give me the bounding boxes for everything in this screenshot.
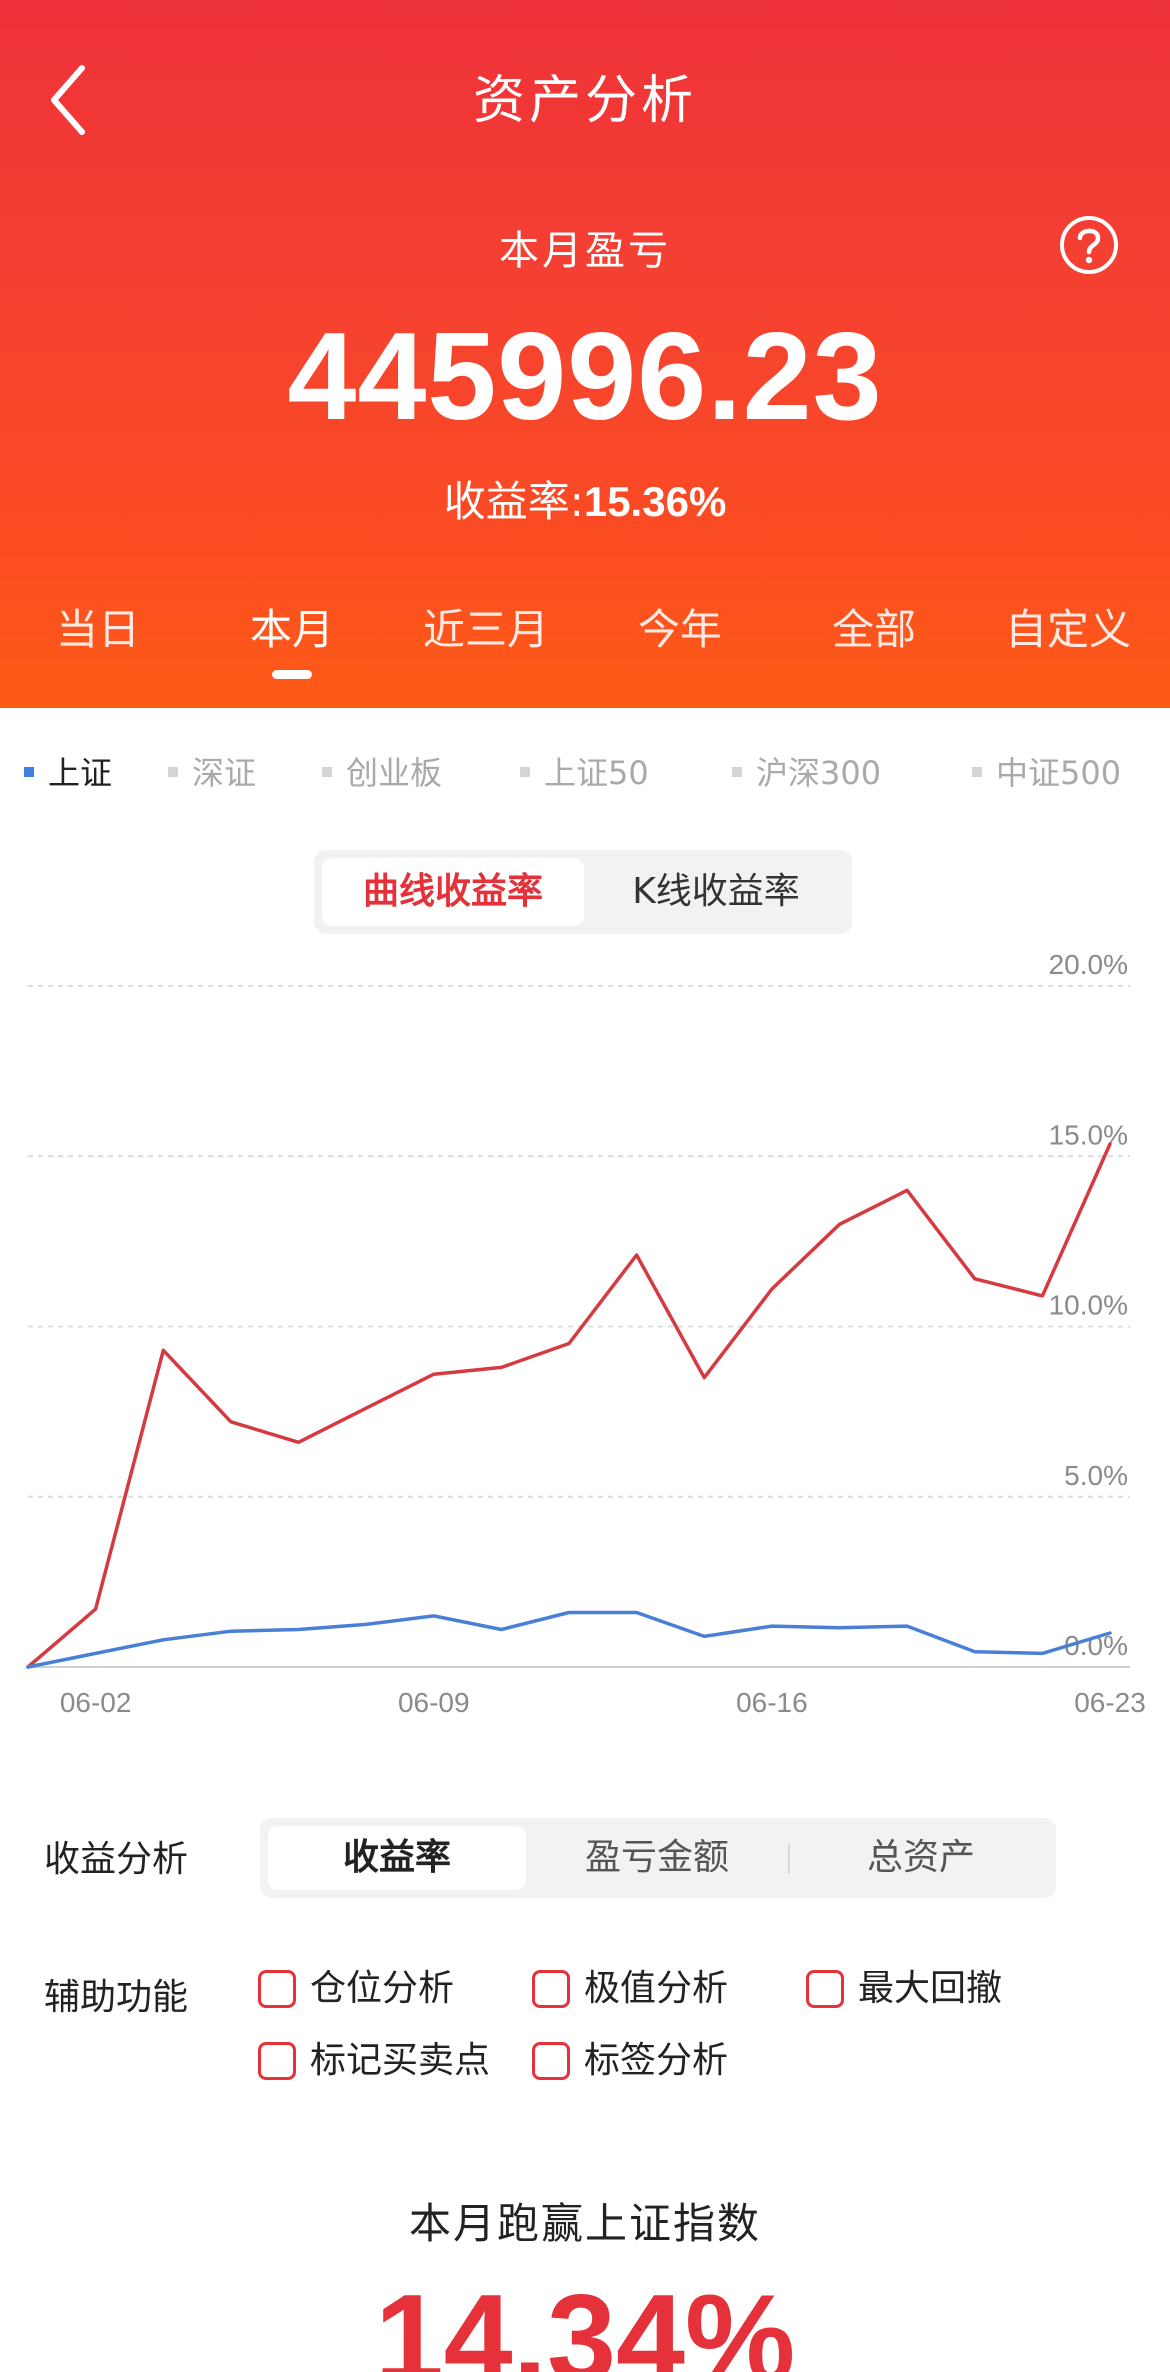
yield-value: 15.36% [583,478,727,525]
curve-yield-option[interactable]: 曲线收益率 [322,858,584,926]
checkbox-label: 标记买卖点 [310,2040,491,2081]
segment-divider [788,1844,790,1874]
page-title: 资产分析 [472,71,697,131]
checkbox-label: 极值分析 [584,1968,729,2009]
index-csi500[interactable]: 中证500 [972,748,1121,794]
yield-chart-svg: 20.0% 15.0% 10.0% 5.0% 0.0% 06-02 06-09 06-16 06… [26,949,1146,1718]
yield-label: 收益率: [443,477,584,526]
chart-mode-toggle: 曲线收益率 K线收益率 [314,850,852,934]
y-tick-label: 5.0% [1064,1460,1128,1491]
yield-rate: 收益率:15.36% [0,468,1170,529]
header: 资产分析 本月盈亏 445996.23 收益率:15.36% 当日 本月 近三月… [0,0,1170,708]
checkbox-box[interactable] [806,1970,844,2008]
index-yield-line [26,1610,1112,1669]
analysis-label: 收益分析 [44,1839,189,1880]
analysis-pnl-option[interactable]: 盈亏金额 [584,1837,729,1878]
analysis-yield-option[interactable]: 收益率 [268,1826,526,1890]
checkbox-label: 标签分析 [584,2040,729,2081]
tab-three-months[interactable]: 近三月 [422,605,549,654]
index-csi300[interactable]: 沪深300 [732,748,881,794]
tab-all[interactable]: 全部 [831,605,916,654]
aux-label: 辅助功能 [44,1977,189,2018]
index-selector: 上证 深证 创业板 上证50 沪深300 中证500 [0,748,1170,792]
beat-index-title: 本月跑赢上证指数 [408,2199,761,2248]
index-szse[interactable]: 深证 [168,748,256,794]
portfolio-yield-line [26,1142,1112,1669]
period-label: 本月盈亏 [499,228,671,274]
checkbox-box[interactable] [532,1970,570,2008]
index-label: 上证 [48,754,113,792]
checkbox-box[interactable] [258,2042,296,2080]
yield-chart: 20.0% 15.0% 10.0% 5.0% 0.0% 06-02 06-09 06-16 06… [0,940,1170,1740]
y-tick-label: 0.0% [1064,1630,1128,1661]
y-tick-label: 10.0% [1049,1290,1128,1321]
legend-dot [732,767,742,777]
index-sse50[interactable]: 上证50 [520,748,649,794]
y-tick-label: 20.0% [1049,949,1128,980]
help-button[interactable] [1058,214,1120,276]
question-circle-icon [1060,216,1118,274]
index-chinext[interactable]: 创业板 [322,748,442,794]
checkbox-label: 最大回撤 [858,1968,1003,2009]
checkbox-box[interactable] [258,1970,296,2008]
period-tabs: 当日 本月 近三月 今年 全部 自定义 [0,596,1170,676]
tab-today[interactable]: 当日 [55,605,140,654]
legend-dot [24,767,34,777]
x-tick-label: 06-09 [398,1687,470,1718]
analysis-selector: 收益率 盈亏金额 总资产 [260,1818,1056,1898]
legend-dot [322,767,332,777]
index-label: 创业板 [346,754,443,792]
index-sse[interactable]: 上证 [24,748,112,794]
checkbox-label: 仓位分析 [310,1968,455,2009]
index-label: 深证 [192,754,257,792]
x-tick-label: 06-23 [1074,1687,1146,1718]
active-tab-indicator [272,670,312,679]
legend-dot [168,767,178,777]
chevron-left-icon [51,65,85,135]
tab-this-month[interactable]: 本月 [249,605,334,654]
index-label: 上证50 [544,754,649,792]
checkbox-box[interactable] [532,2042,570,2080]
legend-dot [520,767,530,777]
analysis-total-assets-option[interactable]: 总资产 [866,1837,975,1878]
legend-dot [972,767,982,777]
x-tick-label: 06-02 [60,1687,132,1718]
index-label: 中证500 [996,754,1122,792]
y-tick-label: 15.0% [1049,1119,1128,1150]
back-button[interactable] [46,62,92,138]
tab-this-year[interactable]: 今年 [637,605,722,654]
kline-yield-option[interactable]: K线收益率 [632,871,800,912]
x-tick-label: 06-16 [736,1687,808,1718]
profit-amount: 445996.23 [287,308,883,446]
beat-index-value: 14.34% [374,2270,796,2372]
index-label: 沪深300 [756,754,882,792]
tab-custom[interactable]: 自定义 [1004,605,1131,654]
